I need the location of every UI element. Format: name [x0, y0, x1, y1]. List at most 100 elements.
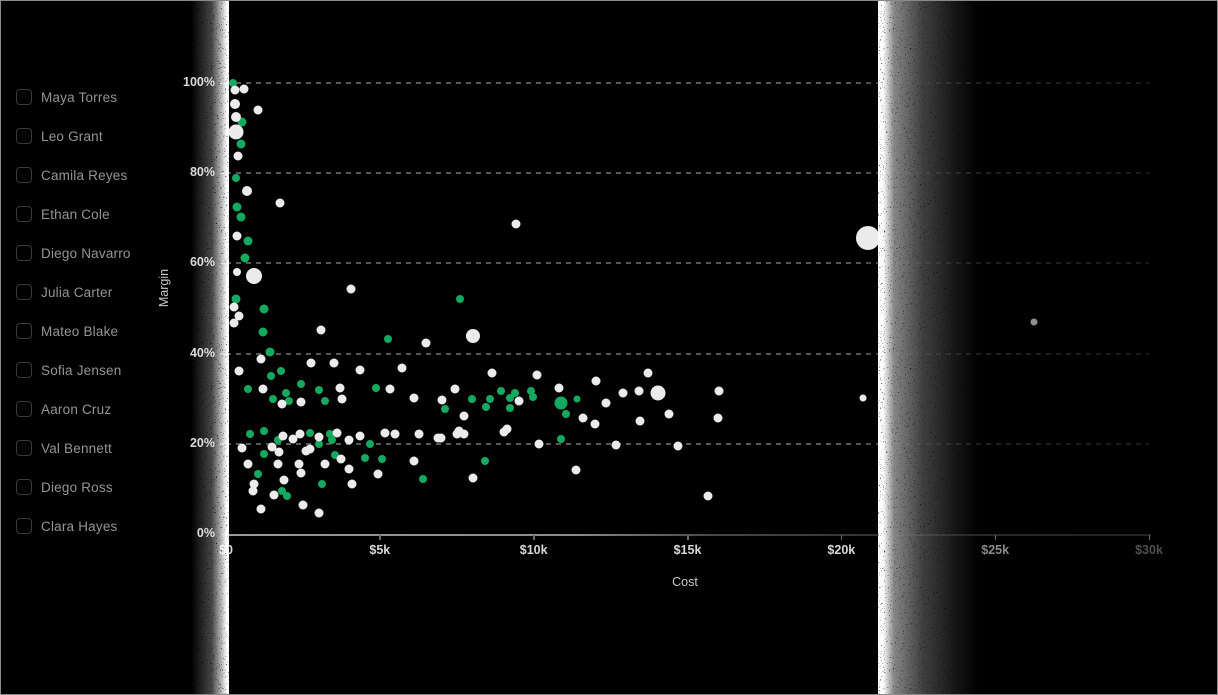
scatter-point-white[interactable]: [421, 338, 431, 348]
scatter-point-white[interactable]: [314, 508, 324, 518]
scatter-point-white[interactable]: [243, 459, 253, 469]
scatter-point-white[interactable]: [277, 399, 287, 409]
scatter-point-white[interactable]: [294, 459, 304, 469]
scatter-point-white[interactable]: [511, 219, 521, 229]
scatter-point-green[interactable]: [330, 450, 339, 459]
scatter-point-white[interactable]: [534, 439, 544, 449]
scatter-point-white[interactable]: [234, 311, 244, 321]
sidebar-item-diego-ross[interactable]: Diego Ross: [16, 477, 113, 497]
scatter-point-white[interactable]: [316, 325, 325, 335]
checkbox-icon[interactable]: [16, 440, 32, 456]
scatter-point-white[interactable]: [643, 368, 653, 378]
scatter-point-green[interactable]: [320, 396, 329, 405]
scatter-point-white[interactable]: [601, 398, 611, 408]
scatter-point-white[interactable]: [269, 490, 279, 500]
scatter-point-green[interactable]: [365, 439, 374, 448]
scatter-point-green[interactable]: [229, 79, 238, 87]
scatter-point-green[interactable]: [243, 236, 253, 246]
scatter-point-white[interactable]: [320, 459, 330, 469]
checkbox-icon[interactable]: [16, 479, 32, 495]
scatter-point-white[interactable]: [856, 226, 881, 251]
scatter-point-white[interactable]: [459, 429, 469, 439]
scatter-point-green[interactable]: [526, 386, 535, 395]
sidebar-item-leo-grant[interactable]: Leo Grant: [16, 126, 103, 146]
checkbox-icon[interactable]: [16, 518, 32, 534]
scatter-point-white[interactable]: [611, 440, 621, 450]
sidebar-item-clara-hayes[interactable]: Clara Hayes: [16, 516, 117, 536]
checkbox-icon[interactable]: [16, 245, 32, 261]
scatter-point-white[interactable]: [437, 395, 447, 405]
sidebar-item-diego-navarro[interactable]: Diego Navarro: [16, 243, 131, 263]
scatter-point-green[interactable]: [260, 426, 269, 435]
scatter-point-white[interactable]: [288, 434, 298, 444]
scatter-point-white[interactable]: [228, 124, 244, 140]
scatter-point-green[interactable]: [317, 479, 326, 488]
scatter-point-green[interactable]: [556, 434, 565, 443]
scatter-point-white[interactable]: [233, 151, 243, 161]
scatter-point-white[interactable]: [229, 302, 239, 312]
checkbox-icon[interactable]: [16, 401, 32, 417]
scatter-point-green[interactable]: [260, 449, 269, 458]
scatter-point-white[interactable]: [305, 444, 315, 454]
scatter-point-green[interactable]: [232, 202, 242, 212]
scatter-point-white[interactable]: [296, 468, 306, 478]
scatter-point-green[interactable]: [573, 395, 581, 403]
sidebar-item-maya-torres[interactable]: Maya Torres: [16, 87, 117, 107]
scatter-point-white[interactable]: [253, 105, 263, 115]
scatter-point-white[interactable]: [499, 427, 509, 437]
scatter-point-green[interactable]: [383, 334, 392, 343]
scatter-point-white[interactable]: [233, 267, 242, 276]
scatter-point-white[interactable]: [231, 112, 242, 123]
scatter-point-white[interactable]: [344, 435, 354, 445]
scatter-point-white[interactable]: [273, 459, 283, 469]
scatter-point-muted-gray[interactable]: [1030, 318, 1038, 326]
scatter-point-white[interactable]: [347, 479, 357, 489]
scatter-point-white[interactable]: [296, 397, 306, 407]
scatter-point-green[interactable]: [496, 386, 505, 395]
scatter-point-green[interactable]: [486, 394, 495, 403]
scatter-point-green[interactable]: [285, 396, 294, 405]
sidebar-item-julia-carter[interactable]: Julia Carter: [16, 282, 112, 302]
scatter-point-green[interactable]: [481, 456, 490, 465]
scatter-point-green[interactable]: [283, 492, 292, 501]
scatter-point-white[interactable]: [380, 428, 390, 438]
scatter-point-white[interactable]: [713, 413, 723, 423]
checkbox-icon[interactable]: [16, 323, 32, 339]
scatter-point-green[interactable]: [468, 394, 477, 403]
sidebar-item-mateo-blake[interactable]: Mateo Blake: [16, 321, 118, 341]
scatter-point-green[interactable]: [254, 470, 263, 479]
checkbox-icon[interactable]: [16, 206, 32, 222]
scatter-point-white[interactable]: [466, 329, 481, 344]
scatter-point-white[interactable]: [239, 84, 249, 94]
scatter-point-white[interactable]: [635, 416, 645, 426]
scatter-point-white[interactable]: [409, 456, 419, 466]
checkbox-icon[interactable]: [16, 167, 32, 183]
scatter-point-green[interactable]: [265, 347, 275, 357]
scatter-point-white[interactable]: [385, 384, 395, 394]
scatter-point-green[interactable]: [274, 435, 283, 444]
scatter-point-white[interactable]: [346, 284, 356, 294]
scatter-point-white[interactable]: [230, 99, 241, 110]
scatter-point-green[interactable]: [297, 379, 306, 388]
scatter-point-white[interactable]: [650, 385, 666, 401]
scatter-point-white[interactable]: [578, 413, 588, 423]
scatter-point-green[interactable]: [231, 294, 241, 304]
scatter-point-white[interactable]: [618, 388, 628, 398]
scatter-point-white[interactable]: [237, 443, 247, 453]
scatter-point-white[interactable]: [329, 358, 339, 368]
scatter-point-white[interactable]: [554, 383, 564, 393]
scatter-point-green[interactable]: [236, 212, 246, 222]
scatter-point-green[interactable]: [237, 117, 247, 127]
scatter-point-green[interactable]: [267, 371, 276, 380]
scatter-point-white[interactable]: [229, 318, 239, 328]
checkbox-icon[interactable]: [16, 128, 32, 144]
scatter-point-green[interactable]: [258, 327, 268, 337]
scatter-point-white[interactable]: [397, 363, 407, 373]
scatter-point-white[interactable]: [664, 409, 674, 419]
scatter-point-white[interactable]: [232, 231, 242, 241]
scatter-point-white[interactable]: [298, 500, 308, 510]
scatter-point-white[interactable]: [703, 491, 713, 501]
scatter-point-green[interactable]: [236, 139, 246, 149]
scatter-point-white[interactable]: [433, 433, 443, 443]
scatter-point-green[interactable]: [282, 388, 291, 397]
